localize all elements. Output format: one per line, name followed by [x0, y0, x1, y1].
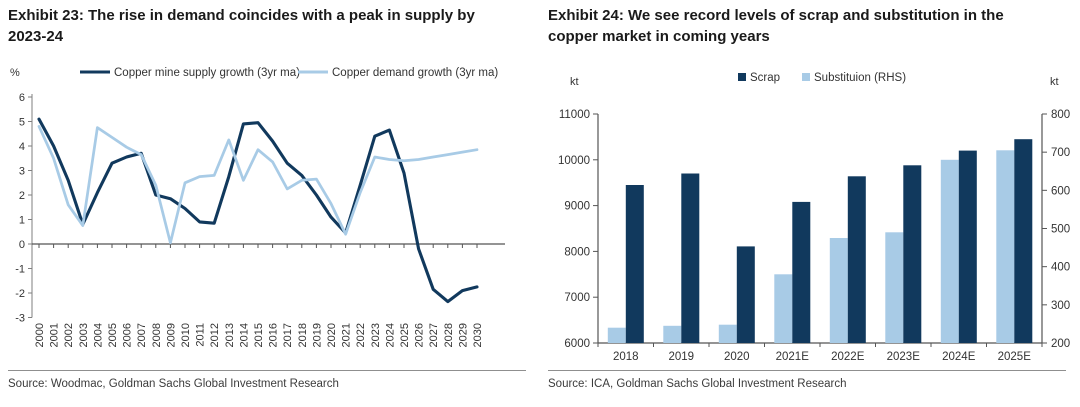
x-axis-category-label: 2022E [831, 351, 865, 363]
x-axis-category-label: 2018 [613, 351, 639, 363]
y-axis-tick-label: 1 [19, 215, 25, 227]
x-axis-year-label: 2014 [238, 323, 250, 347]
y-axis-tick-label: 0 [19, 239, 25, 251]
left-axis-tick-label: 11000 [559, 109, 590, 121]
scrap-bar-2022E [847, 176, 866, 343]
y-axis-tick-label: 2 [19, 190, 25, 202]
substitution-bar-2024E [940, 159, 959, 343]
right-axis-tick-label: 500 [1051, 224, 1070, 236]
right-axis-tick-label: 700 [1051, 147, 1070, 159]
right-axis-tick-label: 300 [1051, 300, 1070, 312]
scrap-bar-2020 [736, 246, 755, 343]
x-axis-year-label: 2020 [326, 323, 338, 347]
x-axis-category-label: 2024E [942, 351, 976, 363]
right-axis-tick-label: 400 [1051, 262, 1070, 274]
demand-growth-line [37, 125, 479, 245]
left-axis-tick-label: 6000 [564, 338, 590, 350]
x-axis-year-label: 2007 [136, 323, 148, 347]
x-axis-year-label: 2011 [195, 323, 207, 347]
legend-label-demand: Copper demand growth (3yr ma) [332, 67, 498, 79]
left-axis-tick-label: 7000 [564, 292, 590, 304]
y-axis-tick-label: -3 [15, 313, 25, 325]
x-axis-year-label: 2006 [122, 323, 134, 347]
x-axis-year-label: 2013 [224, 323, 236, 347]
x-axis-year-label: 2028 [443, 323, 455, 347]
x-axis-year-label: 2024 [384, 323, 396, 347]
y-axis-tick-label: 6 [19, 92, 25, 104]
x-axis-year-label: 2027 [428, 323, 440, 347]
scrap-bar-2025E [1014, 139, 1033, 343]
x-axis-year-label: 2001 [49, 323, 61, 347]
scrap-bar-2018 [625, 185, 644, 343]
exhibit-23-panel: Exhibit 23: The rise in demand coincides… [8, 7, 526, 390]
substitution-bar-2018 [607, 327, 626, 343]
scrap-substitution-bar-chart: kt kt Scrap Substituion (RHS) 11000 10000 9000… [558, 72, 1070, 363]
x-axis-year-label: 2009 [165, 323, 177, 347]
y-axis-tick-label: -2 [15, 288, 25, 300]
y-axis-tick-label: 3 [19, 166, 25, 178]
x-axis-category-label: 2023E [887, 351, 921, 363]
x-axis-year-label: 2008 [151, 323, 163, 347]
x-axis-category-label: 2021E [776, 351, 810, 363]
substitution-bar-2021E [774, 274, 793, 343]
y-axis-tick-label: -1 [15, 264, 25, 276]
x-axis-year-label: 2005 [107, 323, 119, 347]
left-axis-tick-label: 8000 [564, 246, 590, 258]
x-axis-year-label: 2002 [63, 323, 75, 347]
left-axis-unit-label: kt [570, 76, 579, 88]
right-axis-tick-label: 600 [1051, 185, 1070, 197]
x-axis-year-label: 2030 [472, 323, 484, 347]
x-axis-year-label: 2019 [311, 323, 323, 347]
legend-swatch-substitution [802, 73, 810, 81]
x-axis-year-label: 2017 [282, 323, 294, 347]
x-axis-category-label: 2020 [724, 351, 750, 363]
right-axis-tick-label: 800 [1051, 109, 1070, 121]
left-axis-tick-label: 10000 [558, 155, 590, 167]
y-axis-unit-label: % [10, 67, 20, 79]
legend-label-scrap: Scrap [750, 72, 780, 84]
x-axis-year-label: 2023 [370, 323, 382, 347]
scrap-bar-2019 [681, 173, 700, 343]
legend-label-supply: Copper mine supply growth (3yr ma) [114, 67, 300, 79]
exhibit-24-source: Source: ICA, Goldman Sachs Global Invest… [548, 370, 1066, 390]
substitution-bar-2019 [663, 325, 682, 343]
y-axis-tick-label: 4 [19, 141, 25, 153]
left-axis-tick-label: 9000 [564, 201, 590, 213]
x-axis-year-label: 2015 [253, 323, 265, 347]
substitution-bar-2025E [996, 150, 1015, 343]
x-axis-year-label: 2012 [209, 323, 221, 347]
y-axis-tick-label: 5 [19, 117, 25, 129]
x-axis-year-label: 2018 [297, 323, 309, 347]
exhibit-23-source: Source: Woodmac, Goldman Sachs Global In… [8, 370, 526, 390]
exhibit-23-title: Exhibit 23: The rise in demand coincides… [8, 7, 475, 45]
exhibit-24-title: Exhibit 24: We see record levels of scra… [548, 7, 1004, 45]
x-axis-year-label: 2000 [34, 323, 46, 347]
scrap-bar-2021E [792, 201, 811, 343]
x-axis-year-label: 2004 [92, 323, 104, 347]
x-axis-year-label: 2003 [78, 323, 90, 347]
x-axis-year-label: 2026 [414, 323, 426, 347]
scrap-bar-2024E [958, 150, 977, 343]
x-axis-year-label: 2025 [399, 323, 411, 347]
copper-supply-demand-line-chart: % Copper mine supply growth (3yr ma) Coppe… [10, 67, 505, 347]
exhibit-24-panel: Exhibit 24: We see record levels of scra… [540, 0, 1080, 407]
substitution-bar-2023E [885, 232, 904, 343]
scrap-bar-2023E [903, 165, 922, 343]
legend-swatch-scrap [738, 73, 746, 81]
right-axis-unit-label: kt [1050, 76, 1059, 88]
x-axis-year-label: 2016 [268, 323, 280, 347]
x-axis-category-label: 2019 [668, 351, 694, 363]
x-axis-year-label: 2029 [457, 323, 469, 347]
legend-label-substitution: Substituion (RHS) [814, 72, 906, 84]
x-axis-year-label: 2021 [341, 323, 353, 347]
x-axis-year-label: 2022 [355, 323, 367, 347]
supply-growth-line [37, 117, 479, 304]
substitution-bar-2022E [829, 238, 848, 343]
right-axis-tick-label: 200 [1051, 338, 1070, 350]
substitution-bar-2020 [718, 324, 737, 343]
x-axis-year-label: 2010 [180, 323, 192, 347]
x-axis-category-label: 2025E [998, 351, 1032, 363]
